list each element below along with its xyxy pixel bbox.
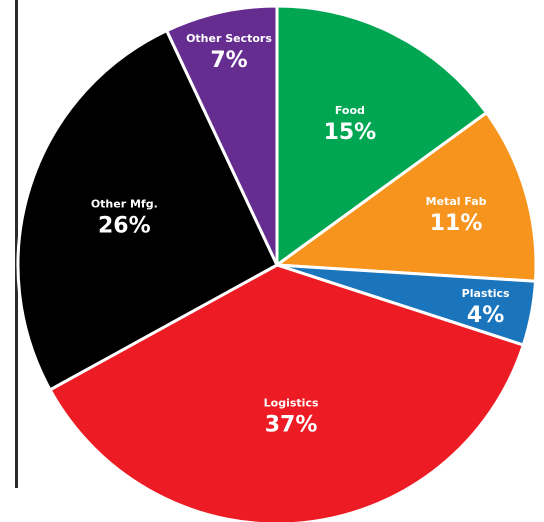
left-divider-rule [15, 0, 18, 488]
pie-labels: Food 15% Metal Fab 11% Plastics 4% Logistics 37… [91, 32, 510, 437]
slice-percent-metal-fab: 11% [430, 211, 483, 236]
pie-slice-other-sectors [165, 4, 279, 267]
slice-percent-other-mfg: 26% [98, 213, 151, 238]
pie-slice-logistics [48, 263, 525, 522]
slice-percent-food: 15% [324, 120, 377, 145]
slice-percent-plastics: 4% [467, 303, 504, 328]
slice-name-other-sectors: Other Sectors [186, 32, 272, 45]
slice-name-other-mfg: Other Mfg. [91, 197, 158, 210]
slice-name-logistics: Logistics [264, 397, 319, 410]
pie-slices [16, 4, 538, 522]
pie-slice-food [275, 4, 489, 267]
slice-name-food: Food [335, 104, 365, 117]
pie-slice-other-mfg [16, 29, 279, 392]
pie-slice-metal-fab [275, 111, 538, 283]
slice-name-plastics: Plastics [462, 287, 510, 300]
slice-name-metal-fab: Metal Fab [426, 195, 487, 208]
slice-percent-other-sectors: 7% [210, 48, 247, 73]
slice-percent-logistics: 37% [265, 413, 318, 438]
